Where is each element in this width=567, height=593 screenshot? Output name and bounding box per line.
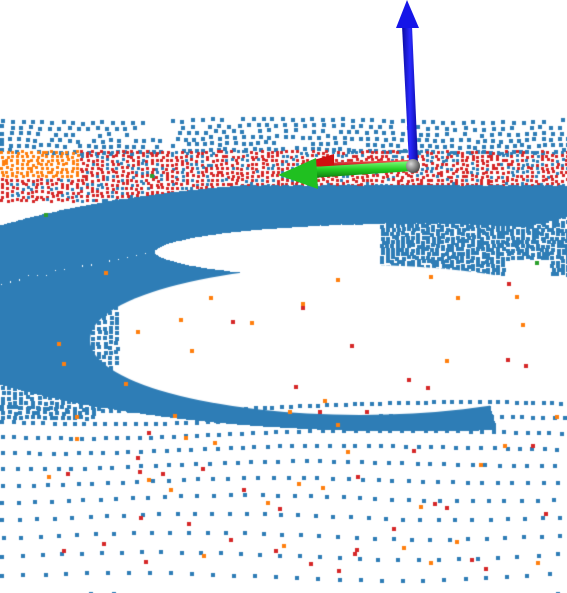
- point-cloud-canvas[interactable]: [0, 0, 567, 593]
- point-cloud-viewport[interactable]: [0, 0, 567, 593]
